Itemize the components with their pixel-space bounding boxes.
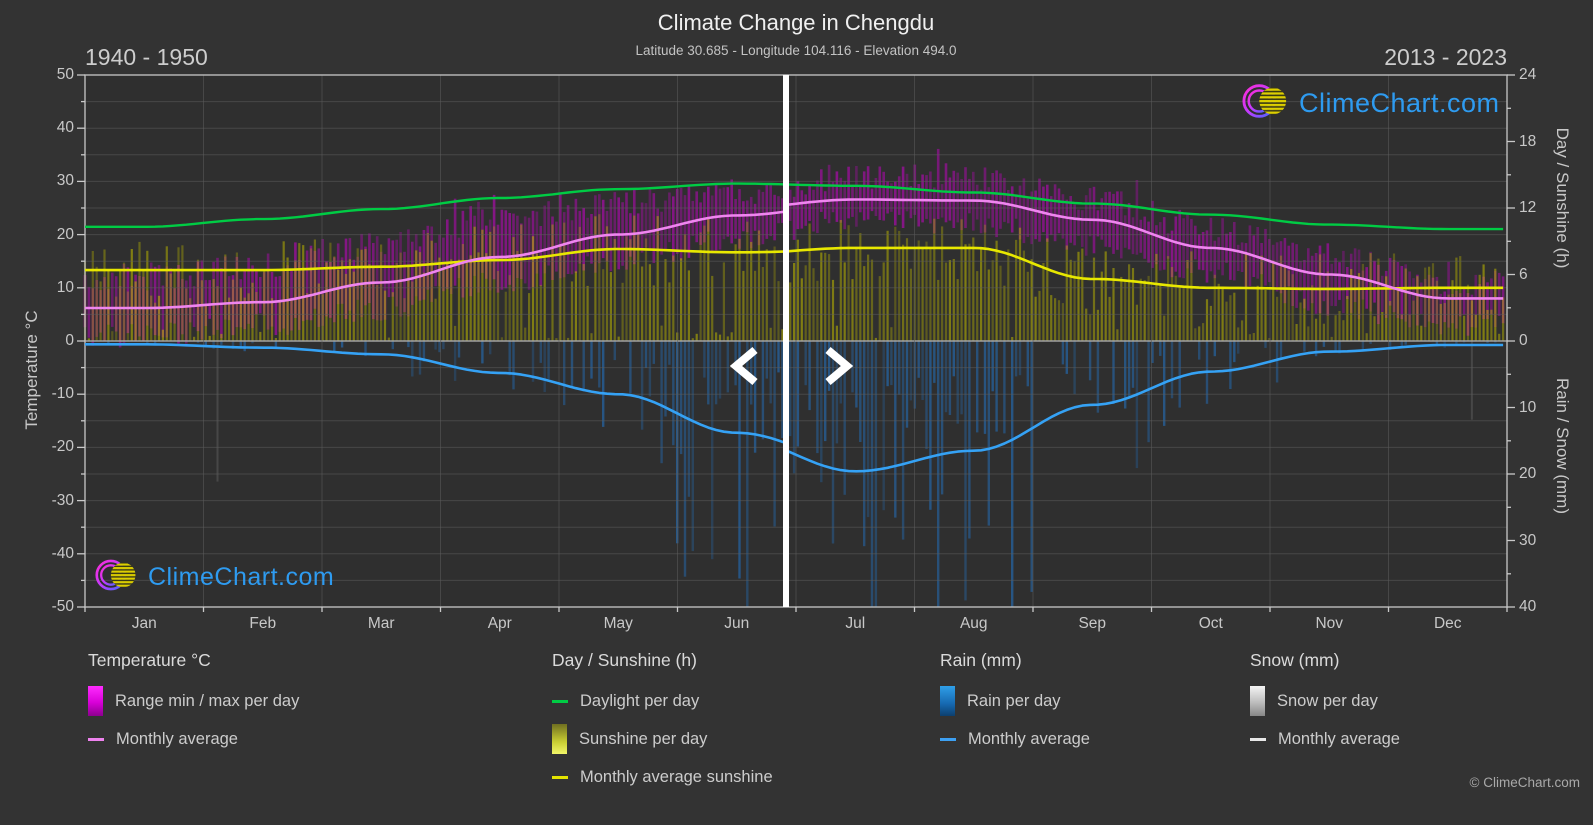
location-subtitle: Latitude 30.685 - Longitude 104.116 - El… [635, 43, 957, 58]
month-label-dec: Dec [1433, 615, 1462, 632]
period-divider-handle[interactable] [783, 75, 789, 607]
temp-axis-tick-label: 10 [56, 278, 74, 296]
period-label-left: 1940 - 1950 [85, 44, 208, 70]
day-axis-tick-label: 18 [1519, 132, 1537, 150]
rain-axis-tick-label: 40 [1519, 598, 1537, 615]
legend: Temperature °C Range min / max per day M… [0, 648, 1593, 808]
temp-axis-tick-label: 30 [56, 172, 74, 190]
temp-axis-tick-label: -40 [51, 544, 74, 562]
climechart-wordmark: ClimeChart.com [1299, 88, 1500, 118]
temp-axis-tick-label: -50 [51, 598, 74, 615]
legend-item: Monthly average [1250, 724, 1400, 754]
temp-axis-tick-label: 40 [56, 119, 74, 137]
legend-header: Temperature °C [88, 650, 211, 670]
month-label-feb: Feb [249, 615, 277, 632]
month-label-jun: Jun [724, 615, 750, 632]
month-label-nov: Nov [1315, 615, 1344, 632]
month-label-aug: Aug [959, 615, 988, 632]
temp-axis-tick-label: -30 [51, 491, 74, 509]
temp-axis-tick-label: -10 [51, 385, 74, 403]
month-label-apr: Apr [487, 615, 512, 632]
day-axis-tick-label: 24 [1519, 66, 1537, 83]
climechart-icon [1242, 80, 1290, 127]
rain-axis-tick-label: 20 [1519, 465, 1537, 482]
temp-axis-tick-label: 50 [56, 66, 74, 83]
month-label-may: May [603, 615, 633, 632]
snow-average-line-swatch [1250, 737, 1266, 741]
sunshine-average-line-swatch [552, 775, 568, 779]
rain-average-line-swatch [940, 737, 956, 741]
legend-header: Rain (mm) [940, 650, 1022, 670]
chevron-left-icon [727, 346, 763, 390]
day-axis-tick-label: 12 [1519, 199, 1537, 216]
prev-period-button[interactable] [727, 346, 763, 386]
daylight-line-swatch [552, 699, 568, 703]
climechart-wordmark: ClimeChart.com [148, 563, 335, 591]
temp-range-swatch [88, 686, 103, 716]
day-axis-tick-label: 0 [1519, 332, 1528, 349]
temp-axis-tick-label: -20 [51, 438, 74, 456]
month-label-mar: Mar [367, 615, 395, 632]
climechart-logo-bottom-left[interactable]: ClimeChart.com [95, 556, 334, 599]
legend-item: Monthly average [940, 724, 1090, 754]
day-axis-tick-label: 6 [1519, 265, 1528, 283]
page-title: Climate Change in Chengdu [657, 10, 935, 35]
legend-column-day-sunshine: Day / Sunshine (h) Daylight per day Suns… [552, 648, 773, 800]
chevron-right-icon [820, 346, 856, 390]
copyright-text: © ClimeChart.com [1469, 775, 1580, 790]
rain-axis-tick-label: 10 [1519, 398, 1537, 416]
legend-column-snow: Snow (mm) Snow per day Monthly average [1250, 648, 1400, 762]
month-label-oct: Oct [1198, 615, 1223, 632]
legend-item: Monthly average [88, 724, 299, 754]
month-label-jul: Jul [845, 615, 866, 632]
temp-axis-tick-label: 20 [56, 225, 74, 243]
legend-item: Monthly average sunshine [552, 762, 773, 792]
temp-average-line-swatch [88, 737, 104, 741]
legend-item: Rain per day [940, 686, 1090, 716]
legend-item: Sunshine per day [552, 724, 773, 754]
legend-item: Snow per day [1250, 686, 1400, 716]
legend-item: Daylight per day [552, 686, 773, 716]
legend-column-rain: Rain (mm) Rain per day Monthly average [940, 648, 1090, 762]
rain-swatch [940, 686, 955, 716]
snow-swatch [1250, 686, 1265, 716]
climechart-logo-top-right[interactable]: ClimeChart.com [1242, 80, 1500, 127]
temp-axis-tick-label: 0 [65, 332, 74, 349]
next-period-button[interactable] [820, 346, 856, 386]
sunshine-swatch [552, 724, 567, 754]
legend-column-temperature: Temperature °C Range min / max per day M… [88, 648, 299, 762]
month-label-sep: Sep [1078, 615, 1107, 632]
period-label-right: 2013 - 2023 [1384, 44, 1507, 70]
rain-axis-tick-label: 30 [1519, 531, 1537, 549]
legend-header: Day / Sunshine (h) [552, 650, 697, 670]
legend-item: Range min / max per day [88, 686, 299, 716]
month-label-jan: Jan [131, 615, 157, 632]
legend-header: Snow (mm) [1250, 650, 1340, 670]
climechart-icon [95, 556, 139, 599]
